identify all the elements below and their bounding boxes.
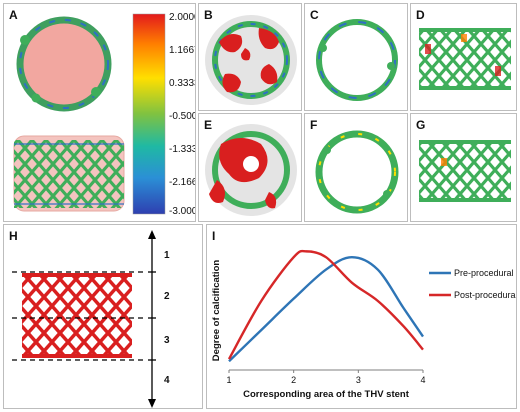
panel-g-label: G [416, 118, 426, 132]
panel-e-render [205, 124, 297, 216]
panel-f: F [304, 113, 408, 222]
panel-b-label: B [204, 8, 213, 22]
scale-label-5: -2.1667 [169, 177, 195, 188]
panel-d: D [410, 3, 517, 111]
calcification-chart: 1 2 3 4 Corresponding area of the THV stent… [211, 249, 517, 400]
panel-a-label: A [9, 8, 18, 22]
panel-c: C [304, 3, 408, 111]
panel-f-label: F [310, 118, 318, 132]
scale-label-1: 1.1667 [169, 45, 195, 56]
x-tick-label: 3 [356, 375, 361, 385]
series-line-post-procedural [227, 249, 424, 360]
y-axis-title: Degree of calcification [211, 260, 222, 362]
x-tick-label: 4 [420, 375, 425, 385]
stent-side-mesh [14, 140, 124, 208]
color-scale-bar [132, 13, 166, 215]
panel-d-label: D [416, 8, 425, 22]
panel-d-render [419, 28, 511, 90]
scale-label-4: -1.3333 [169, 144, 195, 155]
x-tick-label: 2 [291, 375, 296, 385]
panel-f-render [315, 130, 399, 214]
panel-g-render [419, 140, 511, 202]
panel-c-label: C [310, 8, 319, 22]
legend-label: Pre-procedural [454, 268, 514, 278]
panel-e: E [198, 113, 302, 222]
panel-c-render [316, 19, 398, 101]
scale-label-0: 2.0000 [169, 12, 195, 23]
segment-label-1: 1 [164, 250, 170, 261]
scale-label-2: 0.3333 [169, 78, 195, 89]
scale-label-3: -0.5000 [169, 111, 195, 122]
scale-label-6: -3.0000 [169, 206, 195, 217]
panel-b: B [198, 3, 302, 111]
panel-h: H 1 2 3 4 [3, 224, 203, 409]
panel-i: I 1 2 3 4 Corresponding area of the THV ste… [206, 224, 517, 409]
panel-b-render [205, 15, 297, 105]
x-axis-title: Corresponding area of the THV stent [243, 389, 410, 400]
panel-h-render [12, 230, 156, 408]
panel-h-label: H [9, 229, 18, 243]
panel-a: A 2.0000 1.1667 [3, 3, 196, 222]
segment-label-4: 4 [164, 375, 170, 386]
segment-label-2: 2 [164, 291, 170, 302]
panel-a-render [13, 13, 166, 215]
chart-legend: Pre-procedural Post-procedural [429, 268, 517, 300]
x-tick-label: 1 [226, 375, 231, 385]
segment-label-3: 3 [164, 335, 170, 346]
series-line-pre-procedural [228, 255, 424, 363]
panel-e-label: E [204, 118, 213, 132]
legend-label: Post-procedural [454, 290, 517, 300]
stent-red-mesh [22, 273, 132, 358]
panel-i-label: I [212, 229, 216, 243]
panel-g: G [410, 113, 517, 222]
